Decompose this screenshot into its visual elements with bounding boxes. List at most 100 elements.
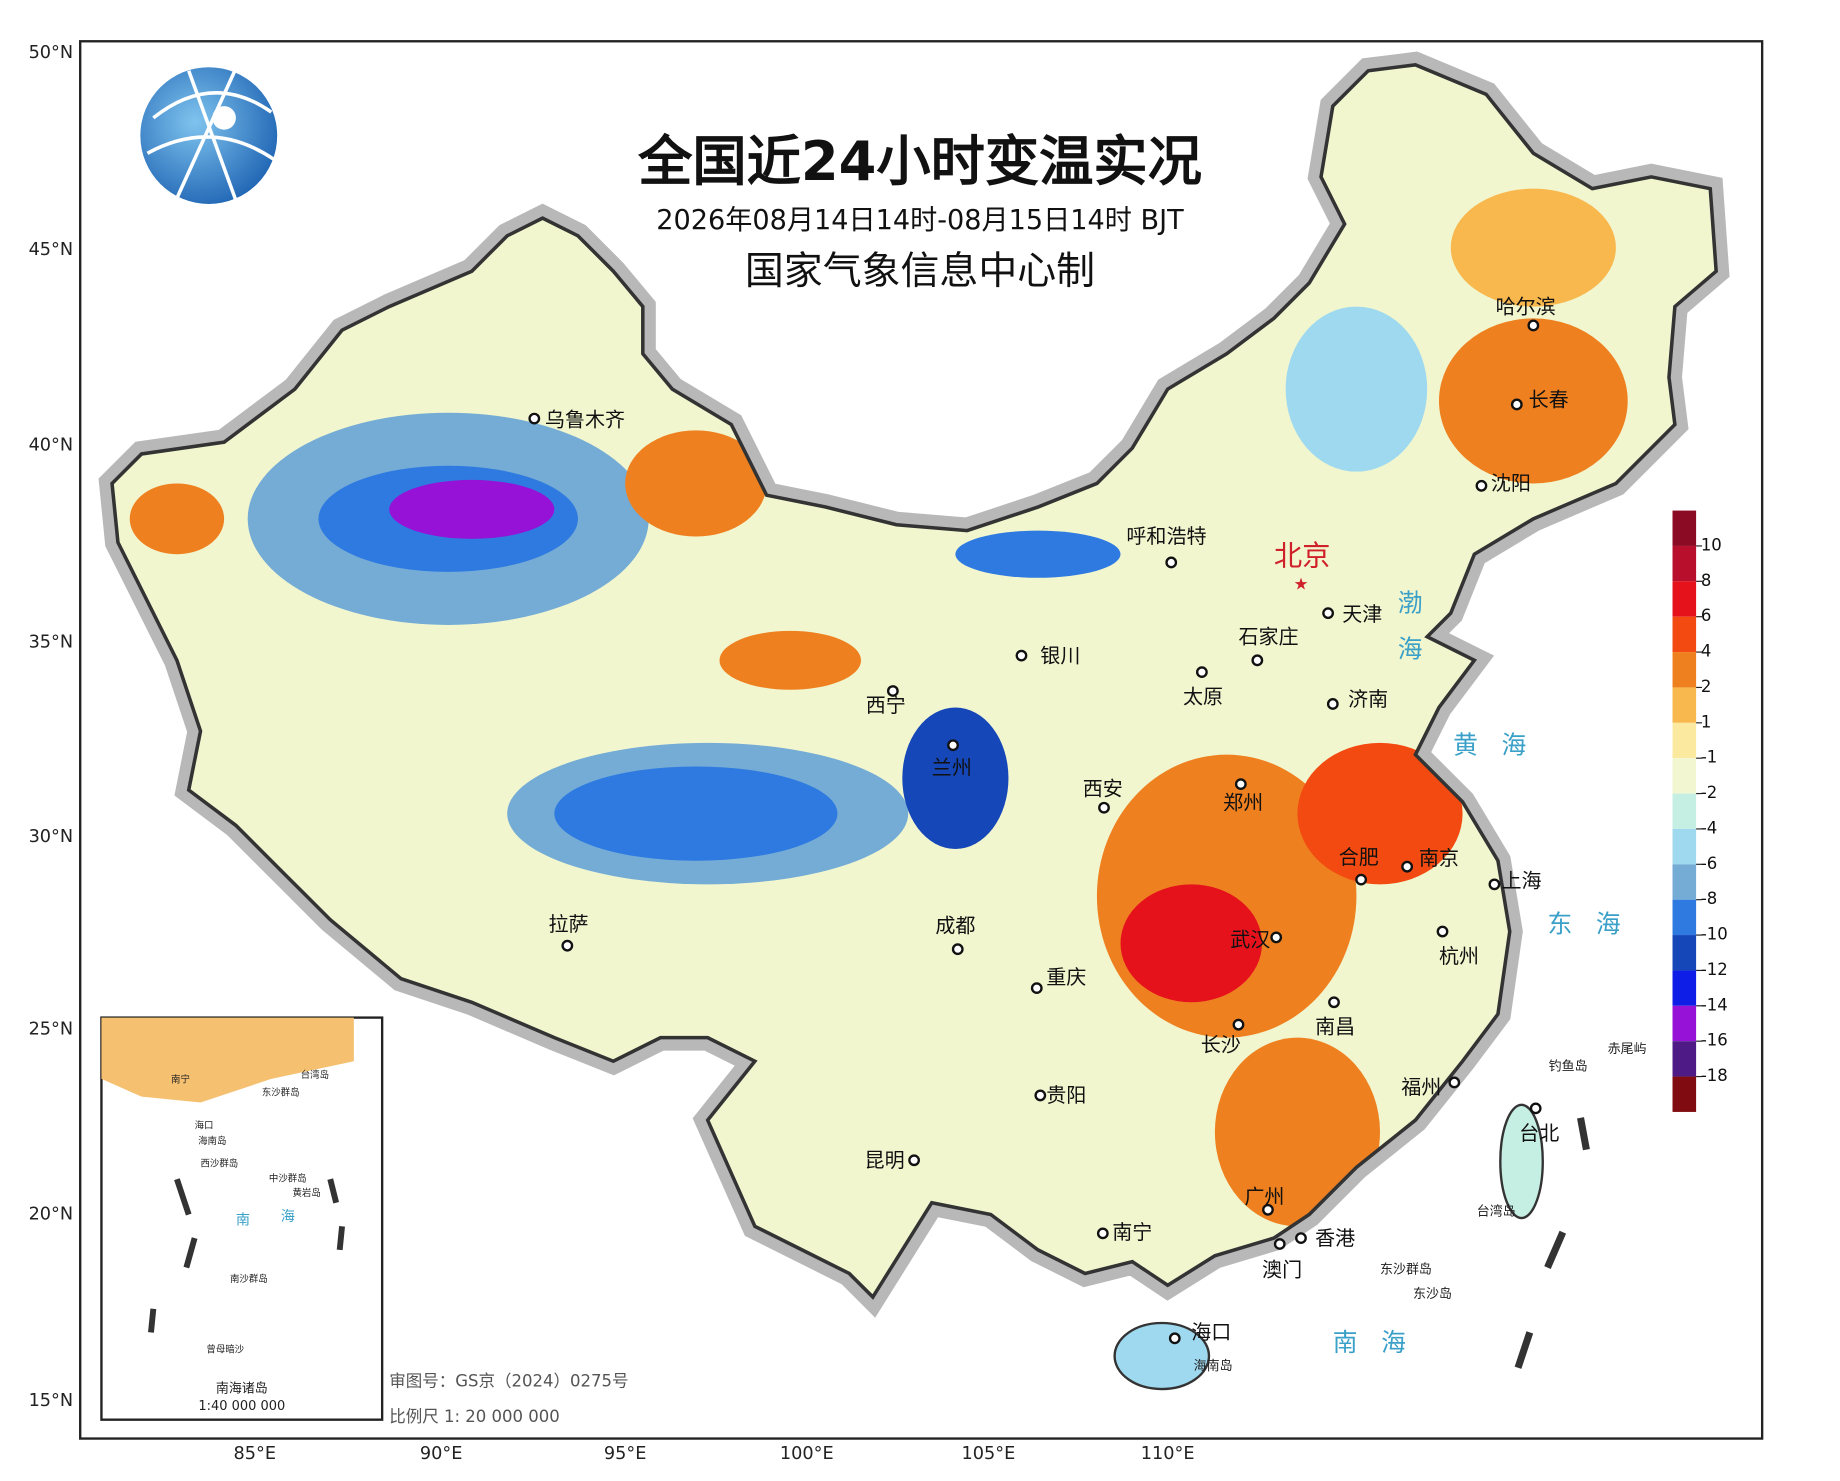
city-label: 乌鲁木齐 (545, 407, 625, 431)
logo (140, 67, 278, 204)
colorbar-tick-label: 2 (1701, 677, 1712, 696)
city-dot (1355, 873, 1368, 886)
colorbar-swatch (1672, 510, 1697, 546)
sea-label: 南海 (1333, 1328, 1430, 1357)
city-dot (1436, 925, 1449, 938)
colorbar-swatch (1672, 828, 1697, 865)
city-dot (1328, 996, 1340, 1009)
inset-label: 南宁 (171, 1074, 190, 1086)
city-label: 上海 (1501, 868, 1541, 892)
city-label: 澳门 (1262, 1258, 1302, 1282)
lon-label: 105°E (962, 1444, 1016, 1464)
city-label: 济南 (1348, 687, 1388, 711)
lat-label: 20°N (29, 1205, 74, 1225)
city-label: 沈阳 (1491, 471, 1531, 495)
city-label: 拉萨 (548, 912, 588, 936)
capital-star: ★ (1294, 574, 1309, 593)
city-label: 兰州 (932, 755, 972, 779)
lon-label: 100°E (780, 1444, 834, 1464)
city-label: 长沙 (1201, 1032, 1241, 1056)
island-label: 钓鱼岛 (1549, 1059, 1588, 1075)
city-dot (1448, 1076, 1461, 1089)
inset-label: 海南岛 (198, 1135, 226, 1147)
inset (100, 1016, 384, 1421)
inset-label: 南 (236, 1212, 250, 1228)
colorbar-swatch (1672, 545, 1697, 582)
colorbar-swatch (1672, 1005, 1697, 1042)
inset-label: 西沙群岛 (201, 1157, 239, 1169)
colorbar-tick-label: -12 (1701, 960, 1728, 979)
inset-scale: 1:40 000 000 (198, 1399, 285, 1414)
city-dot (1326, 698, 1339, 710)
city-dot (1165, 556, 1178, 569)
colorbar-tick-label: -6 (1701, 854, 1717, 873)
colorbar-swatch (1672, 899, 1697, 936)
colorbar-tick-label: 6 (1701, 606, 1712, 625)
subtitle: 2026年08月14日14时-08月15日14时 BJT (656, 205, 1184, 236)
city-label: 杭州 (1439, 944, 1479, 968)
colorbar-swatch (1672, 581, 1697, 617)
city-dot (1401, 860, 1414, 873)
lat-label: 35°N (29, 633, 74, 653)
city-dot (1273, 1238, 1286, 1250)
city-label: 合肥 (1339, 845, 1379, 869)
lon-label: 85°E (234, 1444, 277, 1464)
lon-label: 110°E (1141, 1444, 1195, 1464)
lon-label: 95°E (604, 1444, 647, 1464)
credit: 审图号：GS京（2024）0275号 (389, 1371, 628, 1390)
lat-label: 40°N (29, 436, 74, 456)
colorbar-tick-label: 10 (1701, 535, 1722, 554)
lat-label: 30°N (29, 827, 74, 847)
city-dot (908, 1154, 920, 1167)
inset-label: 中沙群岛 (269, 1173, 307, 1185)
colorbar-tick-label: -1 (1701, 748, 1717, 767)
city-label: 南昌 (1315, 1015, 1355, 1039)
city-label: 贵阳 (1046, 1083, 1086, 1107)
city-dot (1510, 398, 1523, 411)
colorbar-tick-label: 4 (1701, 642, 1712, 661)
city-dot (1232, 1018, 1245, 1031)
sea-label: 东海 (1547, 910, 1644, 939)
city-dot (1488, 878, 1501, 891)
country-outline (112, 65, 1716, 1391)
lon-label: 90°E (420, 1444, 463, 1464)
colorbar-tick-label: -2 (1701, 783, 1717, 802)
city-dot (1030, 982, 1043, 995)
city-dot (1234, 778, 1247, 791)
sea-label: 黄海 (1453, 730, 1550, 759)
inset-label: 海 (281, 1209, 295, 1225)
colorbar-swatch (1672, 722, 1697, 759)
colorbar-tick-label: -16 (1701, 1031, 1728, 1050)
city-dot (1015, 649, 1028, 662)
inset-label: 东沙群岛 (262, 1087, 300, 1099)
city-dot (947, 739, 959, 752)
colorbar-swatch (1672, 793, 1697, 829)
city-label: 西宁 (866, 693, 906, 717)
island-label: 东沙群岛 (1380, 1261, 1432, 1277)
lat-label: 50°N (29, 43, 74, 63)
credit: 比例尺 1: 20 000 000 (389, 1407, 560, 1426)
colorbar-tick-label: -18 (1701, 1066, 1728, 1085)
colorbar-swatch (1672, 1076, 1697, 1112)
city-dot (528, 412, 541, 425)
city-label: 天津 (1342, 602, 1382, 626)
city-label: 昆明 (865, 1148, 905, 1172)
island-label: 台湾岛 (1477, 1204, 1516, 1220)
city-label: 香港 (1315, 1226, 1355, 1250)
city-label: 银川 (1040, 643, 1080, 667)
colorbar-swatch (1672, 864, 1697, 900)
city-label: 海口 (1191, 1320, 1231, 1344)
city-label: 西安 (1083, 777, 1123, 801)
city-dot (1251, 654, 1264, 667)
inset-label: 台湾岛 (301, 1069, 329, 1081)
colorbar-swatch (1672, 616, 1697, 653)
city-label: 南宁 (1112, 1220, 1152, 1244)
lat-label: 15°N (29, 1391, 74, 1411)
city-dot (1527, 319, 1540, 332)
lat-label: 25°N (29, 1019, 74, 1039)
city-label: 福州 (1401, 1075, 1441, 1099)
city-dot (1096, 1227, 1109, 1240)
inset-label: 黄岩岛 (293, 1187, 321, 1199)
city-label: 广州 (1244, 1185, 1284, 1209)
